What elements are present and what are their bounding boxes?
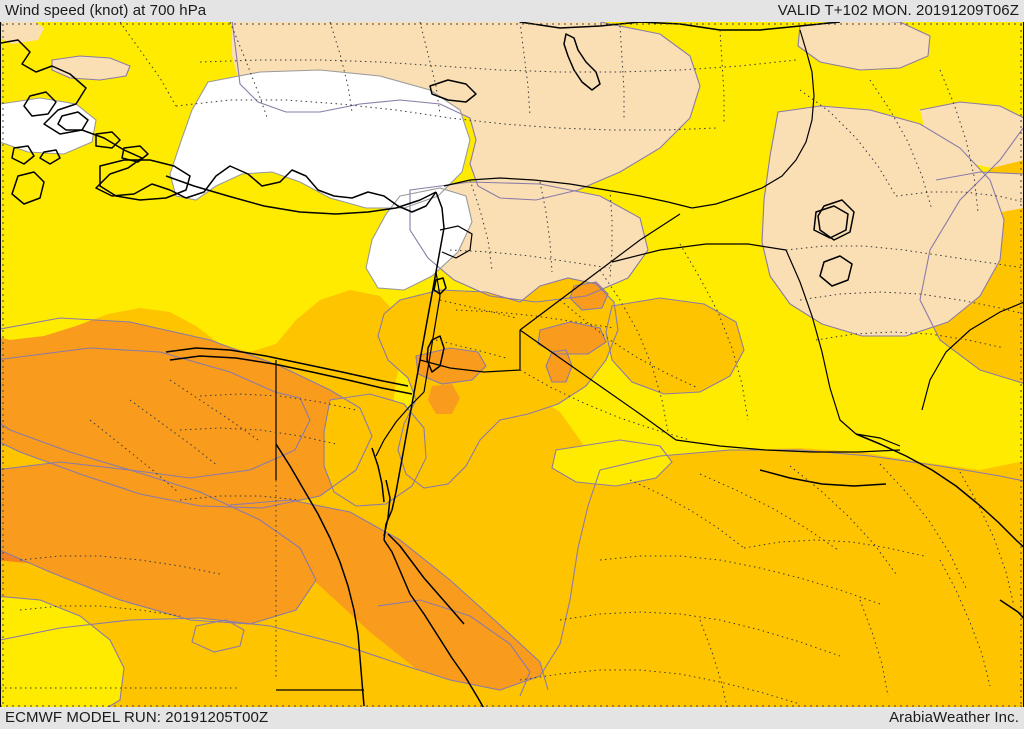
contour-band-peach-nw-corner [0,20,44,44]
valid-time-label: VALID T+102 MON. 20191209T06Z [777,2,1019,19]
contour-pocket-orange-b [428,384,460,414]
contour-band-gold-iraq-arm [606,298,744,394]
model-run-label: ECMWF MODEL RUN: 20191205T00Z [5,709,269,726]
contour-pocket-orange-e [546,350,572,382]
contour-band-gold-se-main [0,450,1024,712]
contour-band-yellow-sw-wedge [0,596,124,712]
contour-band-peach-ne-lobe [798,20,930,70]
contour-band-peach-iran-finger [932,172,1024,214]
contour-lines-white-band [0,69,473,291]
contour-band-peach-iran-tail [920,102,1024,168]
contour-lines [0,19,1024,713]
header-bar: Wind speed (knot) at 700 hPa VALID T+102… [0,0,1024,22]
contour-pocket-orange-c [538,322,606,354]
coastlines [0,21,1024,713]
contour-band-gold-egypt-nile [324,394,426,506]
internal-borders [0,21,1024,713]
contour-pocket-orange-d [570,282,608,310]
chart-title: Wind speed (knot) at 700 hPa [5,2,207,19]
contour-band-white-med-tail [366,188,472,290]
contour-band-orange-sinai-pocket [376,600,530,700]
contour-band-orange-egypt [0,318,372,508]
footer-bar: ECMWF MODEL RUN: 20191205T00Z ArabiaWeat… [0,707,1024,729]
contour-band-peach-aegean-streak [52,56,130,80]
attribution-label: ArabiaWeather Inc. [889,709,1019,726]
contour-band-yellow-ne-pocket [552,440,672,486]
graticule-ticks [0,23,1024,707]
contour-pocket-gold-sw [192,620,244,652]
contour-band-peach-anatolia [232,20,700,200]
